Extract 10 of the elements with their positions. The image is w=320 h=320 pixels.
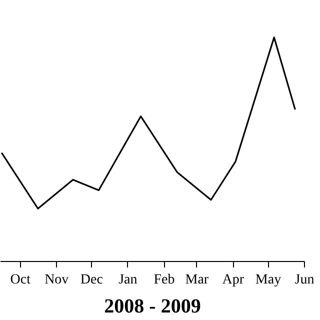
x-tick-label: Jan — [118, 272, 138, 288]
x-tick-label: May — [255, 272, 282, 288]
x-axis-title: 2008 - 2009 — [104, 296, 201, 318]
x-tick-label: Feb — [154, 272, 175, 288]
x-tick-label: Mar — [185, 272, 209, 288]
x-tick-label: Oct — [10, 272, 31, 288]
x-tick-label: Nov — [44, 272, 69, 288]
x-tick-label: Jun — [294, 272, 314, 288]
x-tick-label: Apr — [222, 272, 244, 288]
x-tick-label: Dec — [80, 272, 103, 288]
